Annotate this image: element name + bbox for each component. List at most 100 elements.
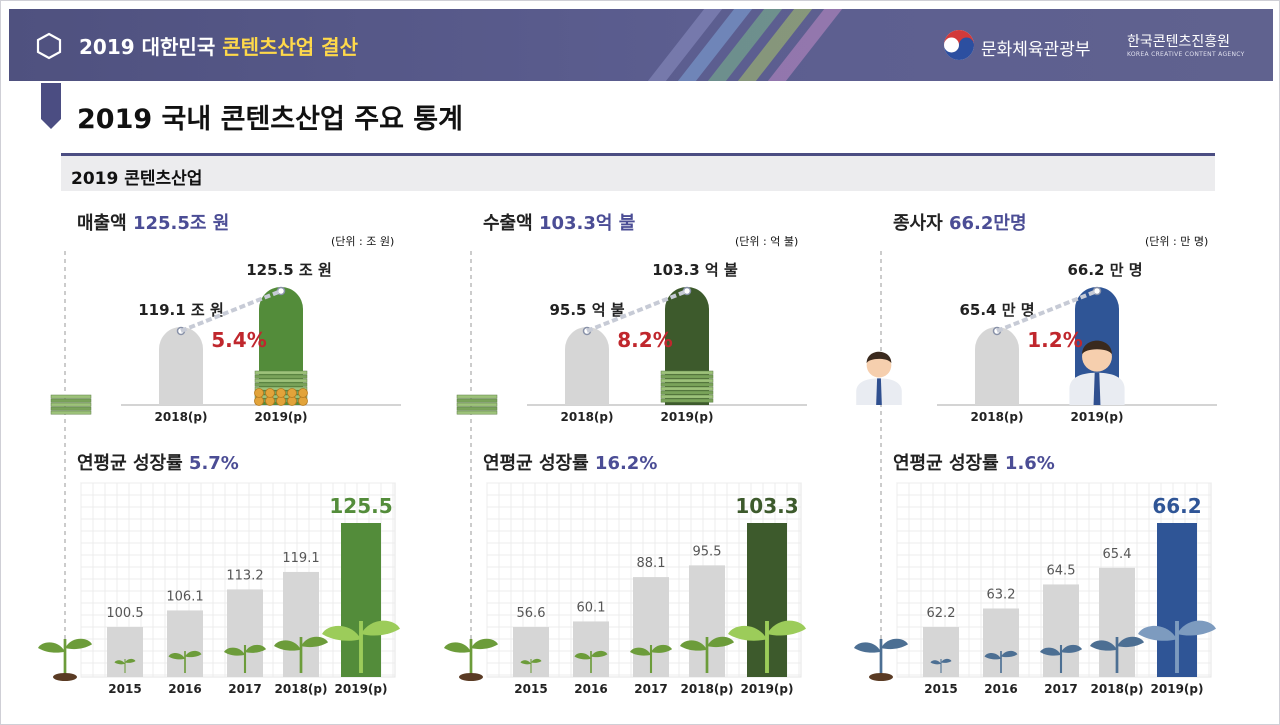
- sales-sprout-side-icon-leaf-right: [65, 638, 92, 650]
- employees-growth-heading: 연평균 성장률 1.6%: [893, 449, 1055, 475]
- sales-bar-value-label: 106.1: [166, 589, 203, 604]
- exports-comparison-value-label: 103.3 억 불: [652, 261, 738, 279]
- exports-bar-category-label: 2016: [574, 682, 607, 696]
- employees-sprout-icon-leaf-right: [1001, 650, 1018, 658]
- exports-bar-value-label: 56.6: [517, 606, 546, 621]
- employees-sprout-icon-leaf-right: [1117, 636, 1144, 648]
- sales-sprout-icon-leaf-left: [224, 647, 245, 656]
- sales-sprout-icon-leaf-right: [125, 658, 136, 663]
- exports-sprout-icon: [728, 620, 806, 673]
- exports-sprout-icon-leaf-right: [767, 620, 806, 636]
- exports-bar-value-label: 88.1: [637, 556, 666, 571]
- sales-sprout-icon-leaf-right: [245, 644, 266, 653]
- sales-sprout-icon: [224, 644, 266, 673]
- exports-money-stack-icon-bill: [456, 410, 498, 415]
- exports-bar-value-label: 95.5: [693, 544, 722, 559]
- employees-bar-value-label: 62.2: [927, 606, 956, 621]
- header-banner: 2019 대한민국 콘텐츠산업 결산 문화체육관광부 한국콘텐츠진흥원 KORE…: [9, 9, 1273, 81]
- employees-bar-value-label: 65.4: [1103, 547, 1132, 562]
- exports-sprout-icon-leaf-left: [630, 647, 651, 656]
- hexagon-icon: [36, 32, 62, 60]
- sales-money-pile-icon-bill: [254, 374, 308, 379]
- exports-chart: 95.5 억 불 2018(p) 103.3 억 불 2019(p) 8.2% 56.6 2…: [444, 251, 807, 696]
- exports-sprout-side-icon-leaf-right: [471, 638, 498, 650]
- sales-bar-category-label: 2017: [228, 682, 261, 696]
- sales-sprout-icon-leaf-right: [361, 620, 400, 636]
- exports-comparison-value-label: 95.5 억 불: [549, 301, 624, 319]
- sales-money-stack-icon-bill: [50, 394, 92, 399]
- sales-comparison-bar: [159, 327, 203, 405]
- employees-bar-value-label: 63.2: [987, 588, 1016, 603]
- section-title: 2019 콘텐츠산업: [71, 169, 203, 189]
- exports-money-pile-icon: [660, 370, 714, 403]
- sales-stat-heading: 매출액 125.5조 원: [77, 209, 229, 235]
- exports-money-pile-icon-bill: [660, 386, 714, 391]
- exports-money-pile-icon-bill: [660, 382, 714, 387]
- sales-sprout-icon-leaf-right: [301, 636, 328, 648]
- employees-panel: 종사자 66.2만명 (단위 : 만 명) 연평균 성장률 1.6% 65.4 …: [854, 201, 1277, 701]
- employees-comparison-category-label: 2019(p): [1071, 410, 1124, 424]
- exports-sprout-icon-leaf-right: [591, 650, 608, 658]
- exports-unit-note: (단위 : 억 불): [735, 235, 799, 248]
- title-marker: [41, 83, 61, 129]
- employees-sprout-side-icon-leaf-right: [881, 638, 908, 650]
- sales-sprout-icon-leaf-left: [322, 625, 361, 641]
- header-title: 2019 대한민국 콘텐츠산업 결산: [79, 31, 358, 60]
- exports-money-pile-icon-bill: [660, 390, 714, 395]
- employees-sprout-icon-leaf-left: [984, 653, 1001, 660]
- exports-stat-label: 수출액: [483, 213, 533, 234]
- exports-money-stack-icon-bill: [456, 406, 498, 411]
- sales-coin-icon: [265, 388, 275, 398]
- exports-sprout-icon-leaf-left: [574, 653, 591, 660]
- exports-money-pile-icon-bill: [660, 394, 714, 399]
- exports-sprout-icon: [574, 650, 608, 673]
- employees-soil-icon: [869, 673, 893, 681]
- employees-chart: 65.4 만 명 2018(p) 66.2 만 명 2019(p) 1.2% 62.2 20…: [854, 251, 1217, 696]
- employees-sprout-side-icon-leaf-left: [854, 642, 881, 653]
- sales-money-pile-icon-bill: [254, 378, 308, 383]
- sales-stat-label: 매출액: [77, 213, 127, 234]
- employees-bar-category-label: 2015: [924, 682, 957, 696]
- exports-growth-rate: 16.2%: [594, 453, 658, 474]
- employees-growth-rate: 1.6%: [1004, 453, 1055, 474]
- sales-sprout-icon: [322, 620, 400, 673]
- sales-comparison-value-label: 125.5 조 원: [246, 261, 332, 279]
- sales-bar-category-label: 2016: [168, 682, 201, 696]
- exports-sprout-icon: [630, 644, 672, 673]
- exports-sprout-icon-leaf-right: [651, 644, 672, 653]
- exports-bar-category-label: 2018(p): [681, 682, 734, 696]
- sales-money-stack-icon-bill: [50, 406, 92, 411]
- employees-comparison-value-label: 65.4 만 명: [959, 301, 1034, 319]
- exports-money-stack-icon-bill: [456, 402, 498, 407]
- ministry-emblem-icon: [944, 30, 974, 60]
- sales-sprout-icon-leaf-left: [114, 660, 125, 665]
- employees-worker-icon: [856, 351, 902, 405]
- employees-sprout-icon: [1138, 620, 1216, 673]
- sales-sprout-icon-leaf-left: [168, 653, 185, 660]
- exports-sprout-icon-leaf-right: [531, 658, 542, 663]
- exports-sprout-side-icon-leaf-left: [444, 642, 471, 653]
- sales-change-rate: 5.4%: [211, 328, 266, 352]
- exports-change-rate: 8.2%: [617, 328, 672, 352]
- exports-comparison-bar: [565, 327, 609, 405]
- sales-bar-value-label: 100.5: [106, 606, 143, 621]
- sales-sprout-icon: [274, 636, 328, 673]
- exports-money-pile-icon-bill: [660, 398, 714, 403]
- exports-money-stack-icon-bill: [456, 394, 498, 399]
- sales-stat-value: 125.5조 원: [132, 213, 230, 234]
- sales-sprout-icon-leaf-right: [185, 650, 202, 658]
- ministry-name: 문화체육관광부: [981, 40, 1091, 60]
- sales-unit-note: (단위 : 조 원): [331, 235, 395, 248]
- sales-comparison-category-label: 2018(p): [155, 410, 208, 424]
- sales-sprout-icon: [114, 658, 136, 673]
- exports-money-pile-icon-bill: [660, 370, 714, 375]
- sales-money-stack-icon: [50, 394, 92, 415]
- exports-money-stack-icon: [456, 394, 498, 415]
- sales-bar-value-label: 125.5: [329, 494, 392, 518]
- exports-bar-category-label: 2017: [634, 682, 667, 696]
- sales-soil-icon: [53, 673, 77, 681]
- sales-coin-icon: [287, 388, 297, 398]
- employees-sprout-icon: [1090, 636, 1144, 673]
- exports-stat-value: 103.3억 불: [538, 213, 636, 234]
